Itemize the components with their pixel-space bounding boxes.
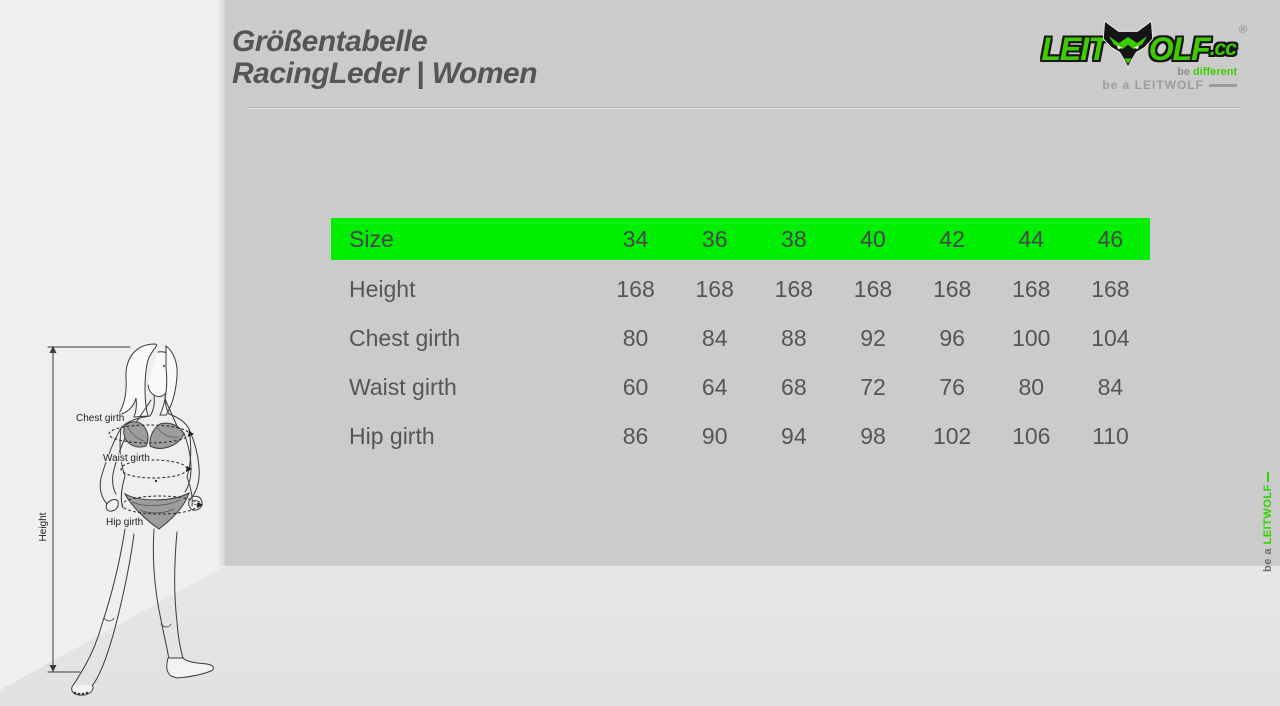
table-cell: 168 xyxy=(616,276,655,302)
header-cell: 46 xyxy=(1097,225,1124,252)
wall-corner-shadow xyxy=(217,0,225,566)
table-row-height: Height 168 168 168 168 168 168 168 xyxy=(331,265,1150,314)
hip-girth-label: Hip girth xyxy=(106,517,143,528)
header-cell: 36 xyxy=(701,225,728,252)
page-title-line1: Größentabelle xyxy=(232,25,428,58)
logo-tagline-2: be a LEITWOLF xyxy=(1041,79,1237,92)
logo-text-tld: .cc xyxy=(1209,37,1237,60)
row-label: Waist girth xyxy=(349,374,457,400)
table-header-row: Size 34 36 38 40 42 44 46 xyxy=(331,218,1150,260)
registered-mark: ® xyxy=(1238,24,1247,36)
table-cell: 110 xyxy=(1092,423,1129,449)
table-cell: 168 xyxy=(1091,276,1130,302)
content-panel xyxy=(225,0,1280,566)
table-cell: 168 xyxy=(1012,276,1051,302)
table-row-waist-girth: Waist girth 60 64 68 72 76 80 84 xyxy=(331,363,1150,412)
table-row-hip-girth: Hip girth 86 90 94 98 102 106 110 xyxy=(331,412,1150,461)
title-divider xyxy=(248,107,1240,109)
table-cell: 104 xyxy=(1091,325,1130,351)
table-cell: 168 xyxy=(695,276,734,302)
table-cell: 100 xyxy=(1012,325,1051,351)
table-cell: 84 xyxy=(1097,374,1124,400)
girth-measure-lines xyxy=(108,424,203,515)
table-cell: 60 xyxy=(622,374,649,400)
table-cell: 102 xyxy=(932,423,972,449)
header-cell: 40 xyxy=(860,225,886,252)
logo-taglines: be different be a LEITWOLF xyxy=(1041,66,1247,92)
side-brand-banner: be a LEITWOLF xyxy=(1262,472,1274,572)
table-cell: 76 xyxy=(939,374,965,400)
table-cell: 168 xyxy=(774,276,814,302)
tagline1-be: be xyxy=(1177,66,1190,78)
tagline1-different: different xyxy=(1193,66,1237,78)
table-cell: 80 xyxy=(622,325,649,351)
floor-background xyxy=(0,566,1280,706)
table-cell: 90 xyxy=(701,423,728,449)
table-cell: 86 xyxy=(622,423,649,449)
height-measure-line: Height xyxy=(37,346,131,673)
logo-tagline-1: be different xyxy=(1041,66,1237,79)
size-table: Size 34 36 38 40 42 44 46 Height 168 168… xyxy=(331,218,1150,461)
table-cell: 92 xyxy=(860,325,886,351)
table-cell: 98 xyxy=(860,423,886,449)
logo-text-right: OLF xyxy=(1148,30,1211,67)
header-cell: 42 xyxy=(939,225,965,252)
measurement-figure: Height xyxy=(37,343,215,696)
page-title-line2: RacingLeder | Women xyxy=(232,57,538,90)
table-cell: 68 xyxy=(781,374,807,400)
table-cell: 72 xyxy=(860,374,886,400)
header-cell-size: Size xyxy=(349,225,394,252)
wolf-head-icon xyxy=(1102,20,1153,69)
side-banner-prefix: be a xyxy=(1262,544,1274,572)
header-cell: 34 xyxy=(622,225,649,252)
table-cell: 168 xyxy=(932,276,972,302)
page-title: Größentabelle RacingLeder | Women xyxy=(232,25,538,90)
chest-girth-label: Chest girth xyxy=(76,413,124,424)
table-cell: 64 xyxy=(701,374,728,400)
table-cell: 80 xyxy=(1018,374,1045,400)
side-banner-brand: LEITWOLF xyxy=(1262,472,1274,544)
header-cell: 38 xyxy=(781,225,807,252)
woman-figure xyxy=(71,343,215,696)
table-cell: 106 xyxy=(1012,423,1051,449)
brand-logo-row: LEIT OLF .cc ® xyxy=(1041,20,1247,78)
row-label: Chest girth xyxy=(349,325,461,351)
table-cell: 84 xyxy=(701,325,728,351)
table-cell: 88 xyxy=(781,325,807,351)
brand-logo: LEIT OLF .cc ® be different be a LEITWOL… xyxy=(1041,20,1247,92)
waist-girth-label: Waist girth xyxy=(103,453,150,464)
logo-text-left: LEIT xyxy=(1041,30,1107,67)
row-label: Height xyxy=(349,276,416,302)
height-label: Height xyxy=(38,512,49,541)
header-cell: 44 xyxy=(1018,225,1045,252)
table-cell: 168 xyxy=(853,276,893,302)
table-cell: 94 xyxy=(781,423,807,449)
row-label: Hip girth xyxy=(349,423,435,449)
table-cell: 96 xyxy=(939,325,965,351)
table-row-chest-girth: Chest girth 80 84 88 92 96 100 104 xyxy=(331,314,1150,363)
